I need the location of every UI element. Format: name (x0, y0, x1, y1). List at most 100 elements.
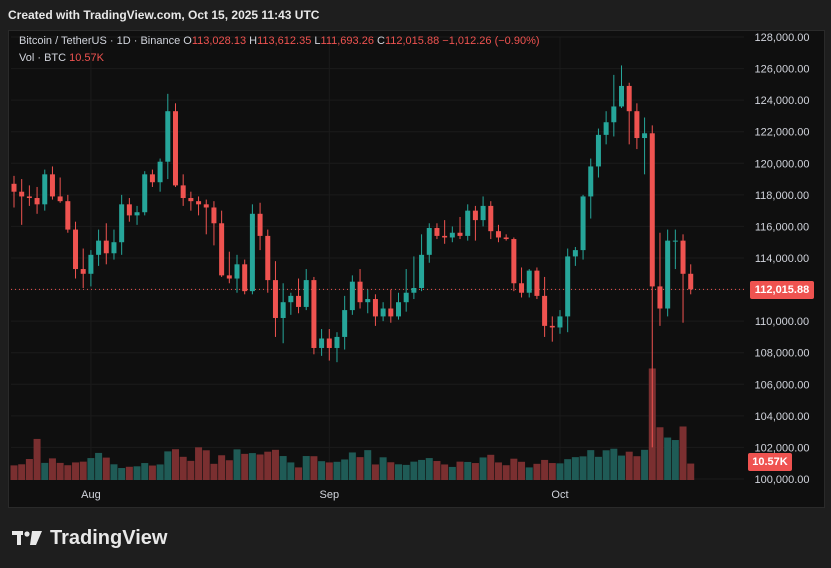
volume-bar (264, 451, 272, 480)
chart-panel[interactable]: 128,000.00 126,000.00 124,000.00 122,000.00… (8, 30, 825, 508)
volume-bar (102, 457, 110, 480)
candle-body (203, 204, 209, 208)
candle-body (472, 210, 478, 221)
volume-bar (333, 461, 341, 480)
volume-bar (202, 450, 210, 480)
candle-body (572, 250, 578, 257)
candle-body (280, 302, 286, 318)
volume-bar (625, 451, 633, 480)
candle-body (511, 239, 517, 284)
candle-body (357, 281, 363, 303)
volume-bar (256, 454, 264, 480)
candle-body (411, 287, 417, 293)
volume-bar (541, 459, 549, 480)
volume-bar (179, 456, 187, 480)
volume-bar (610, 448, 618, 480)
candle-body (157, 161, 163, 183)
volume-bar (402, 464, 410, 480)
candle-body (434, 228, 440, 236)
volume-bar (341, 459, 349, 480)
y-axis-tick-label: 104,000.00 (754, 411, 809, 423)
footer: TradingView (0, 508, 831, 568)
volume-bar (387, 462, 395, 480)
volume-bar (379, 457, 387, 480)
candle-body (403, 292, 409, 303)
candle-body (619, 85, 625, 107)
volume-bar (41, 462, 49, 480)
tradingview-logo-icon (12, 531, 42, 545)
volume-bar (502, 465, 510, 480)
volume-bar (464, 461, 472, 480)
candle-body (188, 198, 194, 202)
candle-body (249, 213, 255, 292)
y-axis-tick-label: 126,000.00 (754, 64, 809, 76)
volume-bar (448, 466, 456, 480)
candle-body (196, 201, 202, 205)
volume-bar (248, 453, 256, 480)
volume-bar (271, 449, 279, 480)
volume-bar (518, 461, 526, 480)
candle-body (234, 264, 240, 279)
change-value: −1,012.26 (−0.90%) (442, 35, 540, 47)
volume-bar (433, 461, 441, 480)
candlestick-chart[interactable]: 128,000.00 126,000.00 124,000.00 122,000.00… (9, 31, 824, 507)
volume-bar (579, 456, 587, 480)
volume-bar (325, 462, 333, 480)
volume-bar (233, 449, 241, 480)
symbol-label: Bitcoin / TetherUS · 1D · Binance (19, 35, 181, 47)
volume-bar (310, 456, 318, 480)
last-price-text: 112,015.88 (754, 284, 810, 296)
candle-body (257, 213, 263, 236)
volume-bar (210, 463, 218, 480)
volume-bar (664, 437, 672, 480)
volume-bar (525, 467, 533, 480)
candle-body (488, 205, 494, 232)
candle-body (165, 111, 171, 162)
volume-bar (548, 463, 556, 480)
volume-bar (187, 460, 195, 480)
candle-body (311, 280, 317, 348)
volume-bar (56, 462, 64, 480)
candle-body (542, 295, 548, 326)
candle-body (426, 228, 432, 255)
x-axis-tick-label: Sep (320, 489, 340, 501)
candle-body (134, 212, 140, 216)
volume-bar (494, 462, 502, 480)
candle-body (272, 280, 278, 318)
y-axis-tick-label: 116,000.00 (755, 221, 809, 233)
candle-body (649, 133, 655, 287)
candle-body (526, 270, 532, 293)
candle-body (442, 235, 448, 238)
volume-bar (425, 458, 433, 480)
candle-body (557, 316, 563, 328)
volume-bar (587, 450, 595, 480)
created-with-header: Created with TradingView.com, Oct 15, 20… (0, 0, 831, 30)
volume-bar (118, 468, 126, 480)
candle-body (303, 280, 309, 307)
volume-bar (679, 426, 687, 480)
candle-body (549, 325, 555, 328)
candle-body (103, 240, 109, 254)
candle-body (480, 205, 486, 221)
candle-body (42, 174, 48, 205)
candle-body (457, 232, 463, 236)
high-label: H (249, 35, 258, 47)
volume-bar (410, 461, 418, 480)
candle-body (396, 302, 401, 317)
candle-body (65, 201, 71, 230)
close-value: 112,015.88 (384, 35, 440, 47)
volume-bar (279, 456, 287, 480)
candle-body (465, 210, 471, 236)
candle-body (326, 338, 332, 348)
tradingview-logo[interactable]: TradingView (12, 527, 167, 550)
last-volume-text: 10.57K (752, 456, 788, 468)
candle-body (111, 242, 117, 254)
y-axis-tick-label: 100,000.00 (754, 474, 809, 486)
last-price-badge: 112,015.88 (750, 281, 814, 299)
candle-body (265, 235, 271, 281)
volume-bar (356, 457, 364, 480)
candle-body (319, 338, 325, 348)
y-axis-tick-label: 124,000.00 (754, 95, 809, 107)
candle-body (534, 270, 540, 296)
candle-body (565, 256, 571, 317)
